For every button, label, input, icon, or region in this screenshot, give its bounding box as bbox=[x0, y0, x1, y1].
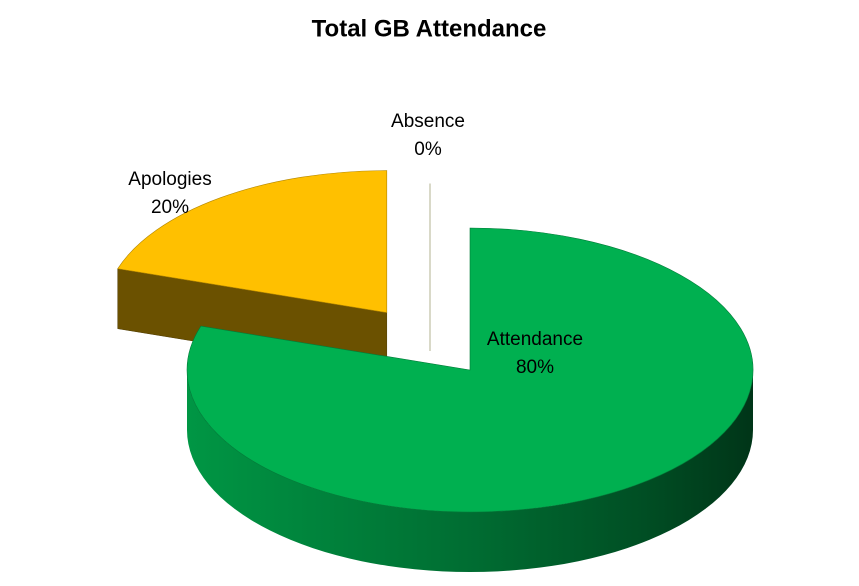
data-label-value: 0% bbox=[414, 139, 442, 160]
slice bbox=[117, 170, 388, 313]
data-label-category: Absence bbox=[391, 111, 465, 132]
data-label-value: 80% bbox=[516, 357, 554, 378]
slice-side bbox=[187, 370, 753, 572]
data-label-category: Attendance bbox=[487, 329, 583, 350]
data-label-category: Apologies bbox=[128, 169, 211, 190]
slice bbox=[186, 227, 754, 513]
data-label-value: 20% bbox=[151, 197, 189, 218]
chart-title: Total GB Attendance bbox=[312, 15, 547, 42]
